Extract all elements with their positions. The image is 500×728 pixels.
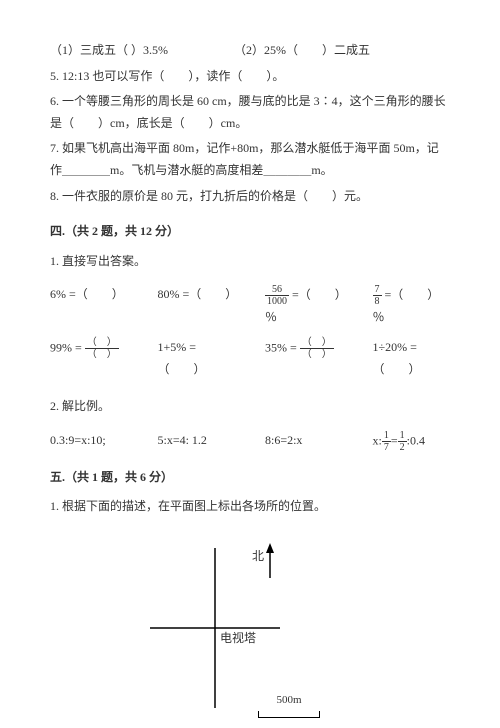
row3-d: x:17=12:0.4 [373, 430, 451, 453]
center-label: 电视塔 [220, 628, 256, 650]
fraction-icon: 56 1000 [265, 284, 289, 307]
scale-bar: 500m [258, 691, 320, 718]
sec4-row2: 99% = （ ） （ ） 1+5% =（ ） 35% = （ ） （ ） 1÷… [50, 337, 450, 380]
fraction-icon: （ ） （ ） [85, 337, 119, 360]
sec4-problem-1: 1. 直接写出答案。 [50, 251, 450, 273]
row1-d: 7 8 =（ ）％ [373, 284, 451, 329]
row2-d: 1÷20% =（ ） [373, 337, 451, 380]
q4-part2: （2）25%（ ）二成五 [234, 43, 370, 57]
map-figure: 北 电视塔 500m [130, 528, 330, 728]
fraction-icon: 12 [398, 430, 407, 453]
section-5-title: 五.（共 1 题，共 6 分） [50, 467, 450, 489]
north-label: 北 [252, 546, 264, 568]
question-5: 5. 12:13 也可以写作（ ），读作（ ）。 [50, 66, 450, 88]
row3-c: 8:6=2:x [265, 430, 343, 453]
question-4-line: （1）三成五（ ）3.5% （2）25%（ ）二成五 [50, 40, 450, 62]
question-6: 6. 一个等腰三角形的周长是 60 cm，腰与底的比是 3∶4，这个三角形的腰长… [50, 91, 450, 134]
section-4-title: 四.（共 2 题，共 12 分） [50, 221, 450, 243]
scale-label: 500m [258, 691, 320, 711]
question-7: 7. 如果飞机高出海平面 80m，记作+80m，那么潜水艇低于海平面 50m，记… [50, 138, 450, 181]
q4-part1-prefix: （1）三成五（ [50, 43, 128, 57]
scale-line-icon [258, 711, 320, 718]
fraction-icon: （ ） （ ） [300, 337, 334, 360]
row1-c: 56 1000 =（ ）％ [265, 284, 343, 329]
q4-part1-suffix: ）3.5% [131, 43, 168, 57]
sec4-problem-2: 2. 解比例。 [50, 396, 450, 418]
row2-c: 35% = （ ） （ ） [265, 337, 343, 380]
row3-b: 5:x=4: 1.2 [158, 430, 236, 453]
fraction-icon: 17 [382, 430, 391, 453]
row2-b: 1+5% =（ ） [158, 337, 236, 380]
sec4-row1: 6% =（ ） 80% =（ ） 56 1000 =（ ）％ 7 8 =（ ）％ [50, 284, 450, 329]
row1-a: 6% =（ ） [50, 284, 128, 329]
fraction-icon: 7 8 [373, 284, 382, 307]
question-8: 8. 一件衣服的原价是 80 元，打九折后的价格是（ ）元。 [50, 186, 450, 208]
row3-a: 0.3:9=x:10; [50, 430, 128, 453]
sec4-row3: 0.3:9=x:10; 5:x=4: 1.2 8:6=2:x x:17=12:0… [50, 430, 450, 453]
row1-b: 80% =（ ） [158, 284, 236, 329]
row2-a: 99% = （ ） （ ） [50, 337, 128, 380]
sec5-problem-1: 1. 根据下面的描述，在平面图上标出各场所的位置。 [50, 496, 450, 518]
